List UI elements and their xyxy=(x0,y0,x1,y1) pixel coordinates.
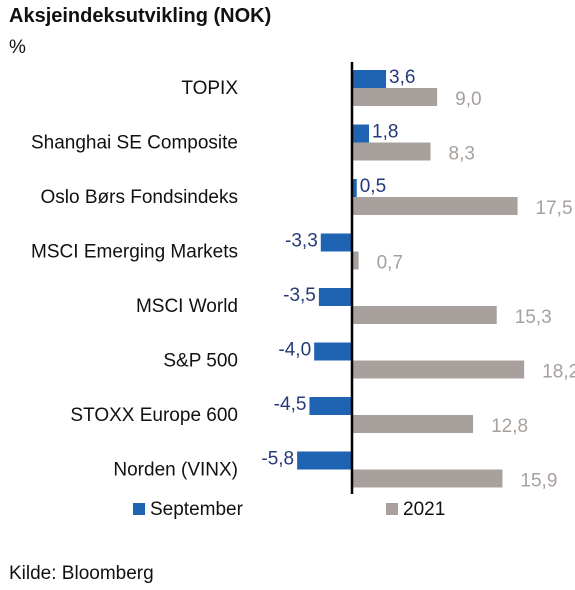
data-label-2021: 18,2 xyxy=(542,362,575,383)
bar-september xyxy=(309,397,352,415)
data-label-2021: 12,8 xyxy=(491,416,528,437)
bar-2021 xyxy=(352,142,431,161)
category-label: Oslo Børs Fondsindeks xyxy=(41,187,238,208)
bar-2021 xyxy=(352,306,497,324)
legend-label-2021: 2021 xyxy=(403,499,445,520)
data-label-2021: 9,0 xyxy=(455,89,481,110)
category-label: MSCI World xyxy=(136,296,238,317)
bar-2021 xyxy=(352,415,474,433)
category-label: Shanghai SE Composite xyxy=(31,133,238,154)
chart-title: Aksjeindeksutvikling (NOK) xyxy=(9,5,272,27)
bar-september xyxy=(352,124,370,143)
unit-label: % xyxy=(9,37,26,58)
category-label: MSCI Emerging Markets xyxy=(31,242,238,263)
legend-swatch-2021 xyxy=(386,503,398,515)
data-label-2021: 8,3 xyxy=(449,144,475,165)
bar-september xyxy=(297,451,352,470)
legend-label-september: September xyxy=(150,499,244,520)
legend-swatch-september xyxy=(133,503,145,515)
bar-september xyxy=(352,179,357,197)
bar-2021 xyxy=(352,469,503,488)
bar-september xyxy=(314,342,352,361)
data-label-2021: 15,9 xyxy=(520,471,557,492)
category-label: STOXX Europe 600 xyxy=(70,405,238,426)
bar-2021 xyxy=(352,88,438,106)
bar-september xyxy=(318,288,352,306)
category-label: Norden (VINX) xyxy=(113,460,238,481)
data-label-september: 1,8 xyxy=(372,122,398,143)
data-label-september: -4,5 xyxy=(274,394,307,415)
data-label-september: -3,3 xyxy=(285,231,318,252)
data-label-september: 3,6 xyxy=(389,67,415,88)
bar-2021 xyxy=(352,251,359,270)
data-label-september: -3,5 xyxy=(283,285,316,306)
bar-2021 xyxy=(352,197,518,215)
data-label-2021: 15,3 xyxy=(515,307,552,328)
category-label: S&P 500 xyxy=(163,351,238,372)
bar-september xyxy=(320,233,352,252)
data-label-2021: 17,5 xyxy=(536,198,573,219)
data-label-september: 0,5 xyxy=(360,176,386,197)
bar-september xyxy=(352,70,387,88)
data-label-2021: 0,7 xyxy=(377,253,403,274)
data-label-september: -4,0 xyxy=(278,340,311,361)
data-label-september: -5,8 xyxy=(261,449,294,470)
source-note: Kilde: Bloomberg xyxy=(9,563,154,584)
bar-2021 xyxy=(352,360,525,379)
category-label: TOPIX xyxy=(181,78,238,99)
